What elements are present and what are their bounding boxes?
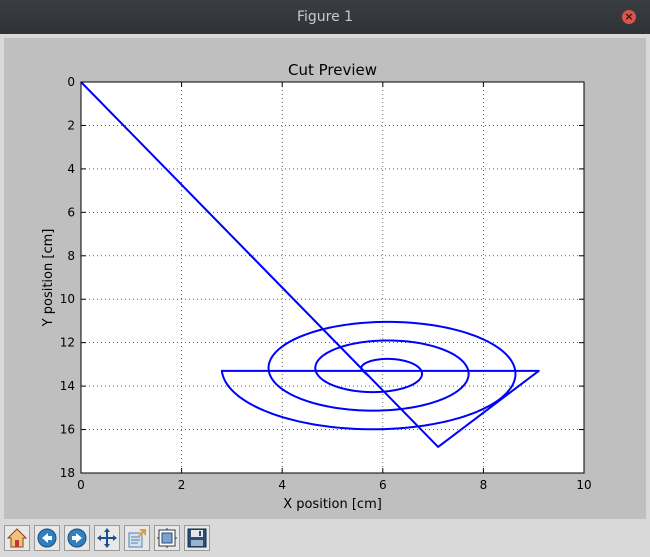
axes-frame [80, 81, 585, 474]
x-axis-label: X position [cm] [283, 497, 382, 512]
navigation-toolbar [0, 521, 650, 557]
chart-title: Cut Preview [288, 61, 377, 79]
x-tick-label: 10 [576, 478, 591, 492]
y-tick-label: 14 [60, 379, 75, 393]
y-tick-label: 10 [60, 292, 75, 306]
zoom-rect-icon [128, 529, 146, 548]
x-tick-label: 6 [379, 478, 387, 492]
pan-button[interactable] [94, 525, 120, 551]
x-tick-label: 0 [77, 478, 85, 492]
home-button[interactable] [4, 525, 30, 551]
x-tick-label: 4 [278, 478, 286, 492]
arrow-left-icon [37, 528, 57, 548]
x-tick-label: 8 [480, 478, 488, 492]
zoom-button[interactable] [124, 525, 150, 551]
back-button[interactable] [34, 525, 60, 551]
home-icon [6, 528, 28, 548]
y-tick-label: 0 [67, 75, 75, 89]
close-icon[interactable]: × [622, 10, 636, 24]
window-title: Figure 1 [296, 9, 354, 25]
y-tick-label: 12 [60, 336, 75, 350]
title-bar[interactable]: Figure 1 × [0, 0, 650, 34]
figure-canvas[interactable]: 0 2 4 6 8 10 0 2 4 6 8 10 12 14 16 18 Cut Preview X pos… [4, 38, 646, 519]
series-line [80, 81, 540, 448]
y-tick-label: 4 [67, 162, 75, 176]
y-tick-label: 8 [67, 249, 75, 263]
move-arrows-icon [97, 528, 117, 548]
axes-background [81, 82, 584, 473]
forward-button[interactable] [64, 525, 90, 551]
arrow-right-icon [67, 528, 87, 548]
floppy-disk-icon [187, 528, 207, 548]
y-tick-label: 6 [67, 205, 75, 219]
ticks: 0 2 4 6 8 10 0 2 4 6 8 10 12 14 16 18 [60, 75, 592, 492]
subplots-button[interactable] [154, 525, 180, 551]
y-tick-label: 16 [60, 423, 75, 437]
y-axis-label: Y position [cm] [41, 229, 56, 328]
save-button[interactable] [184, 525, 210, 551]
y-tick-label: 18 [60, 466, 75, 480]
y-tick-label: 2 [67, 118, 75, 132]
chart: 0 2 4 6 8 10 0 2 4 6 8 10 12 14 16 18 Cut Preview X pos… [41, 61, 592, 512]
x-tick-label: 2 [178, 478, 186, 492]
subplots-icon [157, 528, 177, 548]
